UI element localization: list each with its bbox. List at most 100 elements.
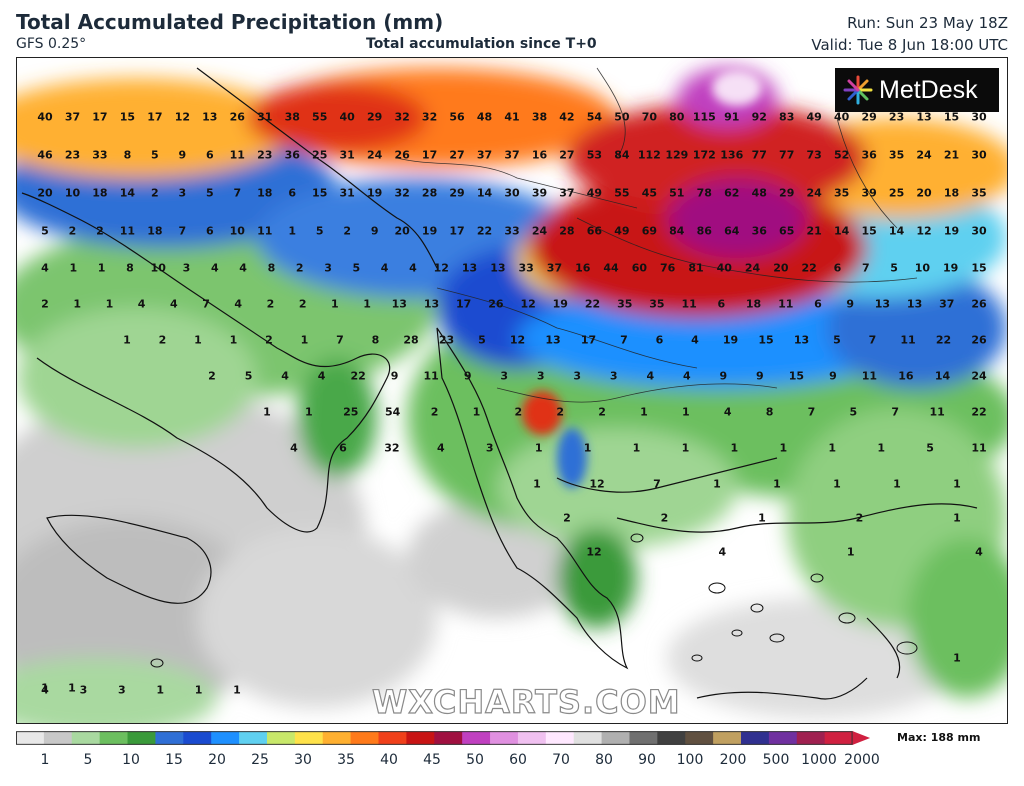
precip-value-label: 42 — [559, 110, 575, 124]
precip-value-label: 54 — [384, 405, 401, 419]
precip-value-label: 77 — [751, 148, 767, 162]
precip-value-label: 1 — [97, 261, 106, 275]
precip-value-label: 50 — [614, 110, 630, 124]
precip-value-label: 1 — [194, 333, 202, 347]
precip-value-label: 19 — [722, 333, 739, 347]
precip-value-label: 25 — [343, 405, 359, 419]
colorbar-tick-label: 70 — [552, 752, 570, 768]
precip-value-label: 49 — [806, 110, 822, 124]
precip-value-label: 1 — [953, 511, 961, 525]
precipitation-map[interactable]: MetDesk WXCHARTS.COM 40 37 17 15 17 12 13 26 31 3… — [16, 57, 1008, 724]
colorbar-tick-label: 1 — [40, 752, 50, 768]
precip-value-label: 12 — [586, 545, 602, 559]
colorbar-segment — [434, 731, 463, 745]
precip-value-label: 5 — [833, 333, 841, 347]
precip-value-label: 25 — [312, 148, 328, 162]
precip-value-label: 26 — [229, 110, 245, 124]
precip-value-label: 2 — [514, 405, 523, 419]
precip-value-label: 2 — [855, 511, 864, 525]
precip-value-label: 21 — [943, 148, 960, 162]
precip-value-label: 1 — [194, 683, 203, 697]
precip-value-label: 4 — [409, 261, 417, 275]
precip-value-label: 14 — [934, 369, 951, 383]
precip-value-label: 30 — [971, 224, 987, 238]
precip-value-label: 1 — [681, 405, 690, 419]
logo-text: MetDesk — [879, 75, 978, 104]
precip-value-label: 18 — [745, 297, 762, 311]
precip-value-label: 4 — [234, 297, 243, 311]
colorbar-tick-label: 100 — [676, 752, 704, 768]
precip-value-label: 2 — [68, 224, 77, 238]
precip-value-label: 7 — [202, 297, 210, 311]
precip-value-label: 112 — [637, 148, 661, 162]
precip-value-label: 7 — [807, 405, 816, 419]
precip-value-label: 15 — [943, 110, 960, 124]
precip-value-label: 6 — [833, 261, 842, 275]
precip-value-label: 1 — [233, 683, 241, 697]
precip-value-label: 1 — [893, 477, 901, 491]
precip-value-label: 36 — [751, 224, 767, 238]
precip-value-label: 17 — [92, 110, 108, 124]
precip-value-label: 22 — [935, 333, 952, 347]
precip-value-label: 1 — [730, 441, 739, 455]
precip-value-label: 20 — [394, 224, 410, 238]
precip-value-label: 28 — [403, 333, 419, 347]
precip-value-label: 12 — [916, 224, 932, 238]
precip-value-label: 2 — [158, 333, 167, 347]
colorbar-tick-label: 10 — [122, 752, 140, 768]
precip-value-label: 48 — [476, 110, 493, 124]
precip-value-label: 3 — [178, 186, 187, 200]
valid-time: Valid: Tue 8 Jun 18:00 UTC — [811, 36, 1008, 54]
colorbar-tick-label: 15 — [165, 752, 183, 768]
colorbar-segment — [155, 731, 184, 745]
precip-value-label: 48 — [751, 186, 767, 200]
starburst-icon — [843, 75, 873, 105]
colorbar-segment — [43, 731, 73, 745]
precip-value-label: 3 — [485, 441, 494, 455]
precip-value-label: 37 — [476, 148, 493, 162]
precip-value-label: 1 — [713, 477, 721, 491]
precip-value-label: 10 — [229, 224, 245, 238]
precip-value-label: 49 — [586, 186, 603, 200]
precip-value-label: 18 — [257, 186, 273, 200]
precip-value-label: 4 — [41, 261, 49, 275]
precip-value-label: 29 — [366, 110, 383, 124]
precip-value-label: 12 — [509, 333, 526, 347]
watermark: WXCHARTS.COM — [371, 682, 681, 721]
precip-value-label: 12 — [520, 297, 536, 311]
precip-value-label: 35 — [833, 186, 850, 200]
precip-value-label: 24 — [366, 148, 383, 162]
precip-value-label: 64 — [724, 224, 740, 238]
precip-value-label: 2 — [430, 405, 439, 419]
precip-value-label: 52 — [833, 148, 850, 162]
precip-value-label: 12 — [433, 261, 449, 275]
precip-value-label: 11 — [257, 224, 273, 238]
precip-value-label: 5 — [352, 261, 361, 275]
colorbar-segment — [462, 731, 491, 745]
precip-value-label: 7 — [178, 224, 187, 238]
precip-value-label: 24 — [806, 186, 822, 200]
precip-value-label: 3 — [573, 369, 582, 383]
precip-value-label: 18 — [147, 224, 163, 238]
precip-value-label: 2 — [96, 224, 104, 238]
precip-value-label: 14 — [888, 224, 905, 238]
precip-value-label: 2 — [266, 297, 275, 311]
precip-value-label: 19 — [552, 297, 568, 311]
precip-value-label: 9 — [463, 369, 472, 383]
precip-value-label: 4 — [975, 545, 983, 559]
max-label: Max: 188 mm — [897, 731, 981, 744]
precip-value-label: 38 — [531, 110, 548, 124]
precip-value-label: 15 — [861, 224, 877, 238]
precip-value-label: 26 — [394, 148, 410, 162]
precip-value-label: 4 — [380, 261, 389, 275]
precip-value-label: 2 — [298, 297, 307, 311]
colorbar-tick-label: 40 — [380, 752, 398, 768]
precip-value-label: 8 — [765, 405, 774, 419]
precip-value-label: 8 — [371, 333, 380, 347]
precip-value-label: 3 — [324, 261, 332, 275]
precip-value-label: 15 — [758, 333, 774, 347]
precip-value-label: 40 — [833, 110, 850, 124]
precip-value-label: 3 — [609, 369, 618, 383]
precip-value-label: 18 — [92, 186, 108, 200]
colorbar-segment — [685, 731, 714, 745]
